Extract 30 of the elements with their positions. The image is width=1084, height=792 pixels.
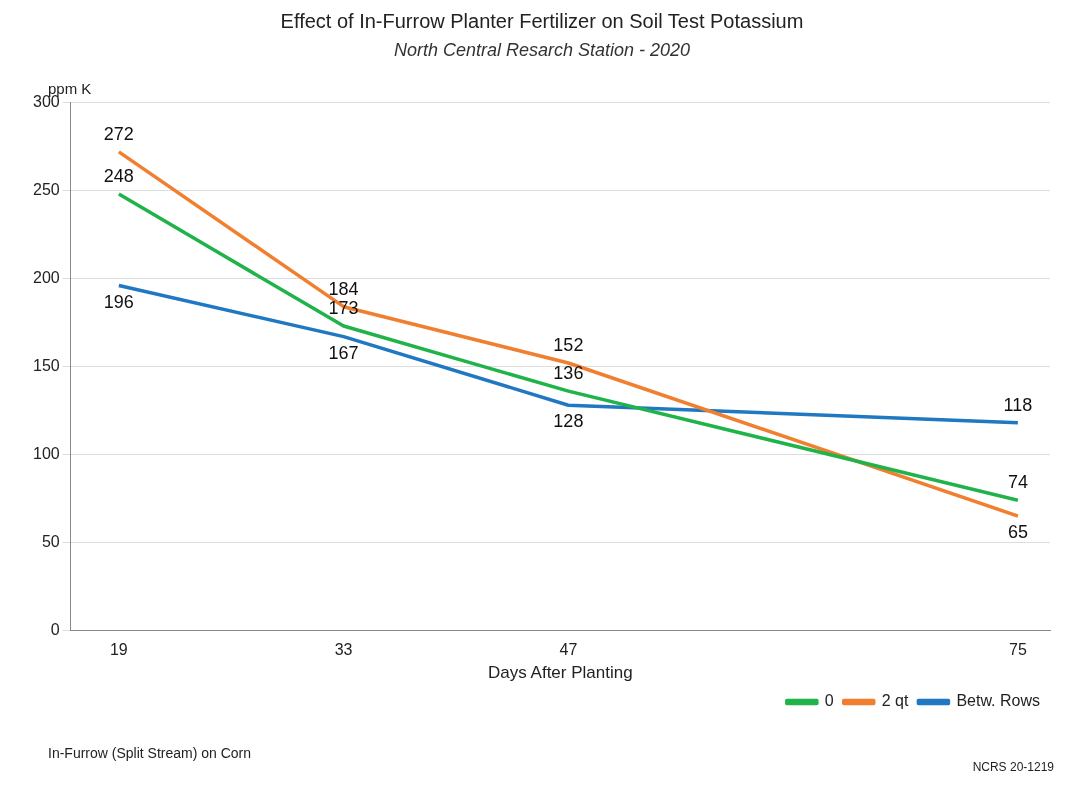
data-label: 128 — [553, 411, 584, 432]
legend-label: 0 — [824, 692, 834, 710]
text: NCRS 20-1219 — [972, 760, 1054, 774]
y-tick-label: 0 — [50, 620, 60, 638]
x-tick-label: 19 — [109, 641, 128, 659]
data-label: 196 — [103, 291, 134, 312]
legend-label: 2 qt — [881, 692, 909, 710]
x-tick-label: 33 — [334, 641, 353, 659]
y-tick-label: 100 — [32, 444, 60, 462]
x-axis-title: Days After Planting — [488, 663, 633, 683]
y-tick-label: 50 — [41, 532, 60, 550]
x-tick-label: 47 — [559, 641, 578, 659]
data-label: 184 — [328, 278, 359, 299]
data-label: 136 — [553, 363, 584, 384]
chart-subtitle: North Central Resarch Station - 2020 — [392, 40, 692, 61]
y-tick-label: 150 — [32, 356, 60, 374]
text: In-Furrow (Split Stream) on Corn — [48, 745, 252, 761]
data-label: 152 — [553, 334, 584, 355]
y-tick-label: 250 — [32, 180, 60, 198]
data-label: 248 — [103, 166, 134, 187]
data-label: 167 — [328, 342, 359, 363]
y-axis-title: ppm K — [48, 80, 92, 97]
chart-title: Effect of In-Furrow Planter Fertilizer on Soil Test Potassium — [279, 10, 805, 33]
x-tick-label: 75 — [1008, 641, 1027, 659]
data-label: 272 — [103, 123, 134, 144]
data-label: 74 — [1007, 472, 1028, 493]
y-tick-label: 200 — [32, 268, 60, 286]
legend-label: Betw. Rows — [956, 692, 1041, 710]
data-label: 65 — [1007, 522, 1028, 543]
data-label: 118 — [1003, 394, 1033, 415]
